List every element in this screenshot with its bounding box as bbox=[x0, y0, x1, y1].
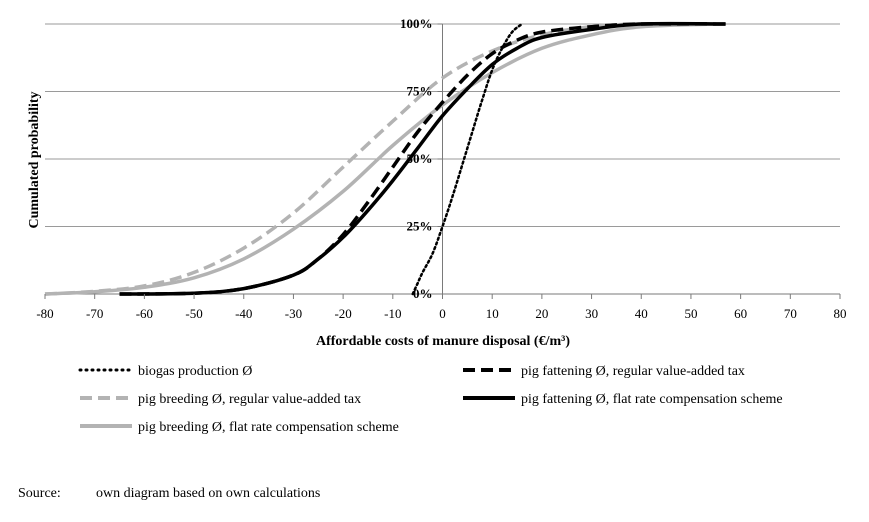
legend-label: pig breeding Ø, flat rate compensation s… bbox=[138, 420, 399, 435]
x-tick-label: 10 bbox=[486, 306, 499, 321]
legend-item: pig breeding Ø, regular value-added tax bbox=[80, 392, 361, 407]
series-line bbox=[44, 22, 716, 296]
x-axis-title: Affordable costs of manure disposal (€/m… bbox=[316, 334, 570, 349]
x-tick-label: -70 bbox=[86, 306, 103, 321]
x-tick-label: 30 bbox=[585, 306, 598, 321]
x-tick-label: -60 bbox=[136, 306, 153, 321]
source-text: own diagram based on own calculations bbox=[96, 486, 321, 501]
y-tick-label: 25% bbox=[407, 219, 433, 234]
x-tick-labels: -80 -70 -60 -50 -40 -30 -20 -10 0 10 20 30 40 50 60 70 8… bbox=[36, 294, 847, 321]
x-tick-label: 20 bbox=[535, 306, 548, 321]
y-tick-label: 50% bbox=[407, 151, 433, 166]
legend-label: pig breeding Ø, regular value-added tax bbox=[138, 392, 361, 407]
series-line bbox=[411, 22, 524, 296]
series-line bbox=[44, 22, 716, 296]
legend-item: pig breeding Ø, flat rate compensation s… bbox=[80, 420, 399, 435]
legend: biogas production Ø pig fattening Ø, regu… bbox=[78, 364, 783, 435]
source-label: Source: bbox=[18, 486, 61, 501]
x-tick-label: 80 bbox=[834, 306, 847, 321]
legend-item: pig fattening Ø, flat rate compensation … bbox=[463, 392, 783, 407]
x-tick-label: 0 bbox=[439, 306, 446, 321]
x-tick-label: -40 bbox=[235, 306, 252, 321]
series-line bbox=[119, 21, 726, 296]
legend-item: pig fattening Ø, regular value-added tax bbox=[463, 364, 745, 379]
x-tick-label: 70 bbox=[784, 306, 797, 321]
source-note: Source: own diagram based on own calculat… bbox=[18, 486, 320, 502]
series-lines bbox=[44, 21, 726, 296]
y-tick-labels: 0% 25% 50% 75% 100% bbox=[400, 16, 443, 301]
x-tick-label: -80 bbox=[36, 306, 53, 321]
y-tick-label: 75% bbox=[407, 84, 433, 99]
legend-item: biogas production Ø bbox=[78, 364, 252, 379]
x-tick-label: 50 bbox=[684, 306, 697, 321]
y-tick-label: 100% bbox=[400, 16, 433, 31]
legend-label: pig fattening Ø, flat rate compensation … bbox=[521, 392, 783, 407]
x-tick-label: 60 bbox=[734, 306, 747, 321]
series-line bbox=[119, 22, 726, 296]
x-tick-label: 40 bbox=[635, 306, 648, 321]
y-axis-title: Cumulated probability bbox=[27, 91, 42, 228]
x-tick-label: -30 bbox=[285, 306, 302, 321]
x-tick-label: -50 bbox=[185, 306, 202, 321]
legend-label: pig fattening Ø, regular value-added tax bbox=[521, 364, 745, 379]
x-tick-label: -10 bbox=[384, 306, 401, 321]
legend-label: biogas production Ø bbox=[138, 364, 252, 379]
y-tick-label: 0% bbox=[413, 286, 433, 301]
x-tick-label: -20 bbox=[334, 306, 351, 321]
